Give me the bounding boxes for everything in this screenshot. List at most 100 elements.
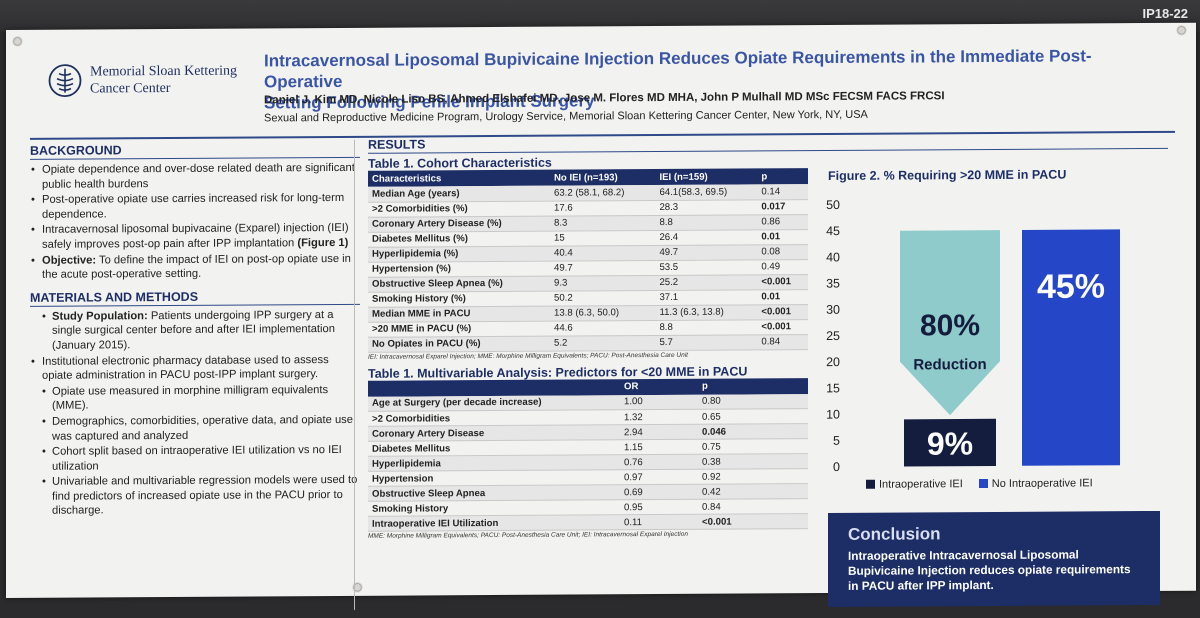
logo-line-2: Cancer Center <box>90 80 171 97</box>
poster-id: IP18-22 <box>1142 6 1188 21</box>
table-cell: 5.7 <box>655 334 758 351</box>
table2-note: MME: Morphine Milligram Equivalents; PAC… <box>368 530 688 540</box>
table-cell: <0.001 <box>757 304 808 320</box>
study-population-label: Study Population: <box>52 309 148 323</box>
table-cell: 0.75 <box>698 438 808 455</box>
results-column: RESULTS Table 1. Cohort Characteristics … <box>368 132 1168 540</box>
table-cell: 0.01 <box>757 229 808 245</box>
table-cell: >2 Comorbidities (%) <box>368 200 550 217</box>
figure-reference: (Figure 1) <box>297 236 349 250</box>
conclusion-text: Intraoperative Intracavernosal Liposomal… <box>848 547 1131 593</box>
y-tick-label: 40 <box>826 250 840 264</box>
y-tick-label: 20 <box>826 355 840 369</box>
table-cell: Smoking History (%) <box>368 290 550 307</box>
table-cell: 0.92 <box>698 468 808 485</box>
table-cell: Hyperlipidemia <box>368 454 620 472</box>
legend-swatch <box>866 479 875 489</box>
bullet-text: Opiate use measured in morphine milligra… <box>52 383 329 413</box>
table-cell: Coronary Artery Disease <box>368 424 620 442</box>
table-cell: 0.69 <box>620 484 698 500</box>
bullet-text: Post-operative opiate use carries increa… <box>42 192 345 221</box>
table-cell: 25.2 <box>655 274 758 291</box>
table-cell: 17.6 <box>550 200 656 216</box>
logo-line-1: Memorial Sloan Kettering <box>90 63 237 80</box>
table-cell: <0.001 <box>698 513 808 530</box>
y-tick-label: 35 <box>826 277 840 291</box>
table-cell: Median MME in PACU <box>368 305 550 322</box>
table-cell: 64.1(58.3, 69.5) <box>655 184 758 201</box>
pushpin <box>14 37 21 45</box>
table-cell: 0.86 <box>757 214 808 230</box>
methods-list: Study Population: Patients undergoing IP… <box>30 308 360 519</box>
table-cell: 50.2 <box>550 290 656 306</box>
table-cell: 0.95 <box>620 499 698 515</box>
figure-column: Figure 2. % Requiring >20 MME in PACU 0 5… <box>818 133 1178 607</box>
bullet-text: Opiate dependence and over-dose related … <box>42 161 355 191</box>
table-cell: Diabetes Mellitus <box>368 439 620 457</box>
pushpin <box>354 583 361 591</box>
table2-title: Table 1. Multivariable Analysis: Predict… <box>368 363 748 381</box>
table-cell: Obstructive Sleep Apnea <box>368 484 620 502</box>
reduction-text: Reduction <box>913 356 986 373</box>
msk-logo: Memorial Sloan Kettering Cancer Center <box>48 63 237 98</box>
bar-iei <box>904 418 996 467</box>
table-cell: 0.80 <box>698 393 808 410</box>
y-tick-label: 50 <box>826 198 840 212</box>
legend-item-no-iei: No Intraoperative IEI <box>978 477 1093 490</box>
table-cell: 0.76 <box>620 454 698 470</box>
legend-swatch <box>978 479 988 489</box>
table1-header-cell: IEI (n=159) <box>655 168 758 186</box>
methods-item: Study Population: Patients undergoing IP… <box>30 308 360 354</box>
table-cell: 49.7 <box>550 260 656 276</box>
background-item: Post-operative opiate use carries increa… <box>30 191 360 222</box>
table-cell: Obstructive Sleep Apnea (%) <box>368 275 550 292</box>
background-item: Opiate dependence and over-dose related … <box>30 161 360 192</box>
table-cell: 15 <box>550 230 656 246</box>
table-cell: 1.00 <box>620 394 698 410</box>
bar-no-iei <box>1022 229 1120 466</box>
table-cell: 8.8 <box>655 319 758 336</box>
table-cell: 0.08 <box>757 244 808 260</box>
table-cell: Smoking History <box>368 499 620 517</box>
table-cell: 28.3 <box>655 199 758 216</box>
legend-label: No Intraoperative IEI <box>991 477 1093 490</box>
table-cell: 63.2 (58.1, 68.2) <box>550 185 656 201</box>
table-cell: <0.001 <box>757 319 808 335</box>
y-tick-label: 10 <box>826 408 840 422</box>
table-cell: 0.38 <box>698 453 808 470</box>
table-cell: 0.42 <box>698 483 808 500</box>
methods-item: Univariable and multivariable regression… <box>30 473 360 519</box>
table-cell: 26.4 <box>655 229 758 246</box>
pushpin <box>1178 26 1185 34</box>
table-cell: 0.14 <box>757 184 808 200</box>
table-cell: 0.49 <box>757 259 808 275</box>
table-cell: Median Age (years) <box>368 185 550 202</box>
methods-item: Institutional electronic pharmacy databa… <box>30 352 360 383</box>
table-cell: Hyperlipidemia (%) <box>368 245 550 262</box>
table-cell: 37.1 <box>655 289 758 306</box>
table2-header-cell: p <box>698 377 808 395</box>
bullet-text: Demographics, comorbidities, operative d… <box>52 413 353 443</box>
table-cell: No Opiates in PACU (%) <box>368 335 550 352</box>
y-tick-label: 25 <box>826 329 840 343</box>
bullet-text: Cohort split based on intraoperative IEI… <box>52 444 342 473</box>
table-cell: 0.97 <box>620 469 698 485</box>
table1-note: IEI: Intracavernosal Exparel Injection; … <box>368 351 688 361</box>
table-cell: >20 MME in PACU (%) <box>368 320 550 337</box>
bullet-text: Univariable and multivariable regression… <box>52 474 358 518</box>
legend-item-iei: Intraoperative IEI <box>866 478 963 491</box>
table2-header-cell: OR <box>620 378 698 395</box>
left-column: BACKGROUND Opiate dependence and over-do… <box>30 140 360 520</box>
table-cell: 13.8 (6.3, 50.0) <box>550 305 656 321</box>
table2-header-cell <box>368 378 620 397</box>
poster: Memorial Sloan Kettering Cancer Center I… <box>6 22 1196 610</box>
table-cell: >2 Comorbidities <box>368 409 620 427</box>
table-cell: 49.7 <box>655 244 758 261</box>
table-row: Intraoperative IEI Utilization 0.11 <0.001 <box>368 513 808 532</box>
table-cell: Diabetes Mellitus (%) <box>368 230 550 247</box>
bar-label-iei: 9% <box>927 426 973 462</box>
reduction-arrow <box>900 230 1000 416</box>
table-cell: 8.3 <box>550 215 656 231</box>
table-cell: 9.3 <box>550 275 656 291</box>
table-cell: 0.84 <box>757 334 808 350</box>
